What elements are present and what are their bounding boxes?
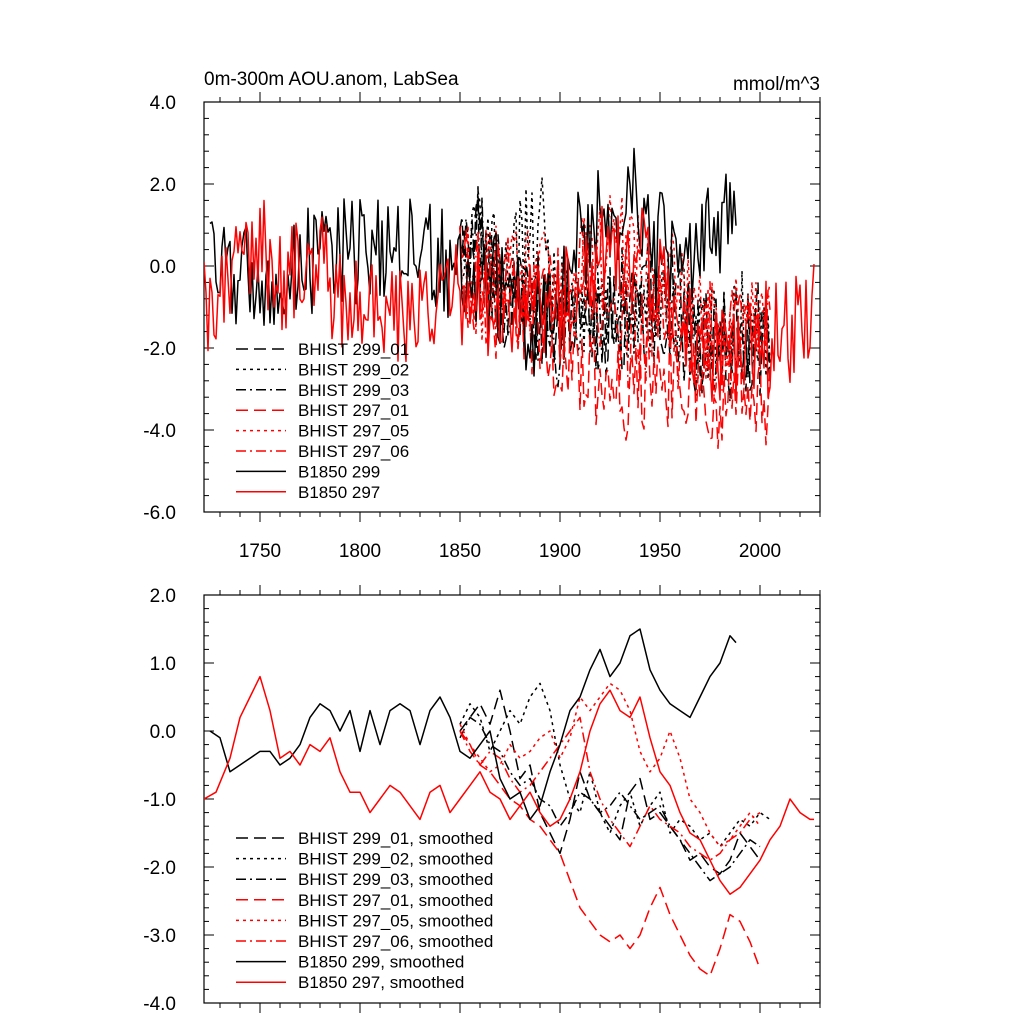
top-legend-label: BHIST 299_03: [298, 381, 409, 400]
top-chart-unit-label: mmol/m^3: [733, 74, 820, 95]
bottom-legend-label: B1850 299, smoothed: [298, 953, 464, 972]
top-plot-layer: -6.0 -4.0 -2.0 0.0 2.0 4.0 1750 1800 1850 1900 195…: [143, 92, 821, 562]
top-y-tick-label: 4.0: [150, 93, 176, 114]
bottom-y-tick-label: -4.0: [143, 994, 176, 1015]
x-tick-label: 1950: [639, 541, 681, 562]
bottom-legend-label: BHIST 299_03, smoothed: [298, 870, 493, 889]
top-series-line: [209, 147, 737, 377]
top-y-tick-label: 0.0: [150, 257, 176, 278]
top-plot-frame: [203, 101, 821, 513]
bottom-plot-layer: -4.0 -3.0 -2.0 -1.0 0.0 1.0 2.0 BHIST 299_01, s…: [143, 585, 821, 1015]
bottom-legend-label: BHIST 297_01, smoothed: [298, 891, 493, 910]
bottom-series-line: [459, 730, 761, 977]
bottom-legend-label: BHIST 299_02, smoothed: [298, 850, 493, 869]
bottom-series-line: [459, 716, 761, 882]
bottom-series-line: [204, 675, 814, 895]
bottom-plot-frame: [203, 594, 821, 1004]
bottom-legend-label: BHIST 297_06, smoothed: [298, 932, 493, 951]
bottom-series-line: [209, 628, 737, 821]
top-series-line: [459, 216, 771, 398]
x-tick-label: 1900: [539, 541, 581, 562]
bottom-series-line: [459, 682, 771, 848]
top-series-line: [459, 194, 771, 382]
bottom-series-line: [459, 689, 761, 875]
top-y-tick-label: -6.0: [143, 503, 176, 524]
x-tick-label: 2000: [739, 541, 781, 562]
top-series-line: [204, 199, 815, 402]
top-series-line: [459, 195, 771, 396]
bottom-y-tick-label: 1.0: [150, 654, 176, 675]
bottom-legend-label: BHIST 299_01, smoothed: [298, 829, 493, 848]
bottom-series-group: [204, 628, 814, 977]
top-series-line: [459, 229, 771, 450]
x-tick-label: 1800: [339, 541, 381, 562]
top-y-tick-label: -4.0: [143, 421, 176, 442]
top-legend-label: BHIST 297_06: [298, 442, 409, 461]
bottom-legend-label: B1850 297, smoothed: [298, 973, 464, 992]
top-chart-title: 0m-300m AOU.anom, LabSea: [204, 69, 459, 90]
top-series-group: [204, 147, 815, 450]
x-tick-label: 1750: [239, 541, 281, 562]
top-legend-label: BHIST 299_02: [298, 360, 409, 379]
bottom-y-tick-label: -1.0: [143, 790, 176, 811]
top-legend-label: BHIST 297_05: [298, 422, 409, 441]
bottom-y-tick-label: -3.0: [143, 926, 176, 947]
top-legend-label: BHIST 299_01: [298, 340, 409, 359]
top-legend-label: B1850 299: [298, 462, 380, 481]
bottom-y-tick-label: 2.0: [150, 586, 176, 607]
top-y-tick-label: 2.0: [150, 175, 176, 196]
bottom-series-line: [459, 682, 761, 848]
top-legend-label: B1850 297: [298, 483, 380, 502]
x-tick-label: 1850: [439, 541, 481, 562]
bottom-y-tick-label: 0.0: [150, 722, 176, 743]
top-legend-label: BHIST 297_01: [298, 401, 409, 420]
top-y-tick-label: -2.0: [143, 339, 176, 360]
bottom-y-tick-label: -2.0: [143, 858, 176, 879]
bottom-legend-label: BHIST 297_05, smoothed: [298, 911, 493, 930]
